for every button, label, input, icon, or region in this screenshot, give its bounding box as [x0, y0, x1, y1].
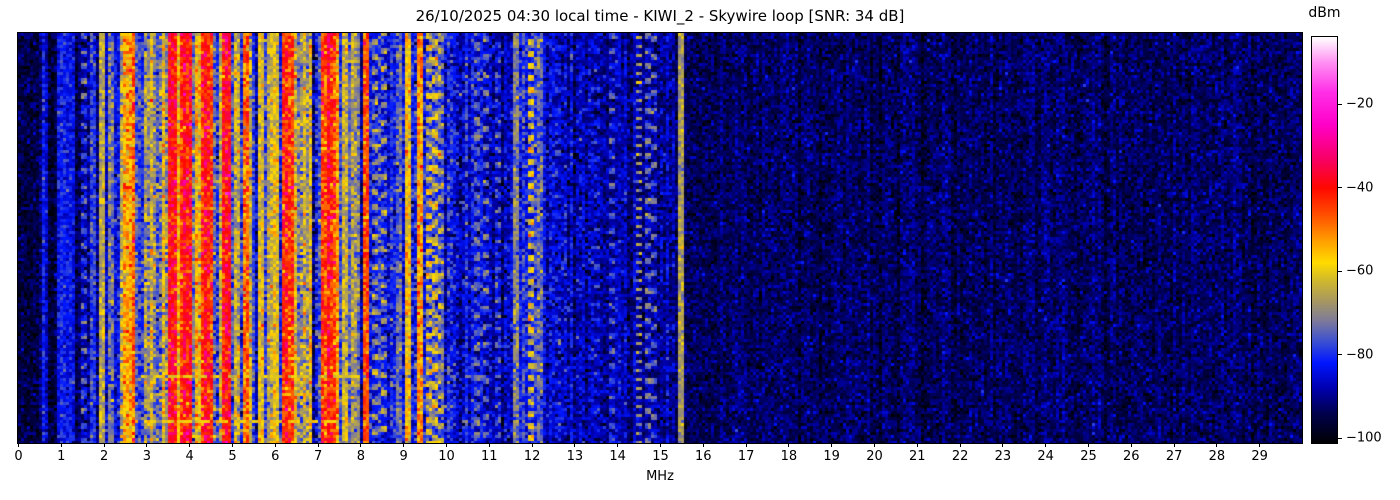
colorbar-tick-mark [1338, 354, 1342, 356]
colorbar-tick-label: −100 [1346, 430, 1382, 446]
colorbar-tick-mark [1338, 270, 1342, 272]
x-tick-label: 2 [99, 449, 109, 464]
x-tick-mark [1002, 443, 1004, 447]
x-tick-label: 4 [185, 449, 194, 464]
x-tick-mark [317, 443, 319, 447]
x-tick-label: 20 [866, 449, 883, 464]
spectrogram-plot-area [17, 32, 1303, 444]
colorbar-tick-label: −80 [1346, 347, 1374, 363]
spectrogram-canvas [18, 33, 1302, 443]
colorbar-tick-mark [1338, 437, 1342, 439]
x-tick-label: 11 [481, 449, 498, 464]
x-tick-mark [1173, 443, 1175, 447]
x-tick-label: 24 [1037, 449, 1054, 464]
x-tick-label: 27 [1165, 449, 1183, 464]
x-tick-mark [232, 443, 233, 447]
x-tick-label: 29 [1251, 449, 1268, 464]
x-tick-label: 14 [609, 449, 626, 464]
x-tick-mark [1259, 443, 1261, 447]
x-tick-mark [103, 443, 105, 447]
x-tick-label: 12 [523, 449, 541, 464]
colorbar-tick-label: −40 [1346, 180, 1374, 196]
colorbar-label: dBm [1308, 5, 1341, 21]
x-tick-mark [488, 443, 490, 447]
x-tick-mark [446, 443, 447, 447]
x-tick-mark [146, 443, 148, 447]
x-tick-mark [574, 443, 576, 447]
x-tick-label: 19 [823, 449, 840, 464]
x-tick-label: 15 [652, 449, 669, 464]
x-tick-label: 28 [1208, 449, 1226, 464]
x-tick-label: 3 [142, 449, 152, 464]
x-tick-label: 5 [228, 449, 237, 464]
x-tick-label: 6 [271, 449, 280, 464]
x-tick-mark [702, 443, 704, 447]
x-tick-mark [1088, 443, 1089, 447]
x-tick-label: 8 [356, 449, 366, 464]
x-tick-label: 16 [695, 449, 712, 464]
chart-title: 26/10/2025 04:30 local time - KIWI_2 - S… [415, 7, 905, 25]
colorbar-tick-label: −20 [1346, 96, 1374, 112]
x-tick-mark [1130, 443, 1132, 447]
x-tick-label: 13 [566, 449, 584, 464]
x-tick-label: 9 [399, 449, 408, 464]
x-tick-mark [274, 443, 276, 447]
x-tick-label: 1 [57, 449, 66, 464]
x-tick-mark [1045, 443, 1047, 447]
x-tick-label: 21 [909, 449, 926, 464]
x-tick-label: 25 [1080, 449, 1097, 464]
x-tick-label: 10 [438, 449, 455, 464]
x-tick-mark [788, 443, 790, 447]
x-axis-label: MHz [646, 469, 674, 484]
x-tick-mark [745, 443, 747, 447]
x-tick-label: 22 [951, 449, 969, 464]
x-tick-label: 7 [313, 449, 323, 464]
x-tick-mark [831, 443, 833, 447]
x-tick-mark [660, 443, 661, 447]
x-tick-mark [617, 443, 619, 447]
x-tick-mark [18, 443, 19, 447]
x-tick-mark [1216, 443, 1218, 447]
x-tick-mark [874, 443, 875, 447]
colorbar-tick-mark [1338, 187, 1342, 189]
colorbar [1311, 36, 1338, 444]
x-tick-mark [959, 443, 961, 447]
x-tick-label: 26 [1123, 449, 1140, 464]
colorbar-canvas [1312, 37, 1337, 443]
x-tick-mark [189, 443, 191, 447]
x-tick-mark [360, 443, 362, 447]
x-tick-label: 17 [737, 449, 755, 464]
x-tick-label: 0 [14, 449, 23, 464]
x-tick-mark [60, 443, 62, 447]
x-tick-mark [531, 443, 533, 447]
x-tick-label: 18 [780, 449, 798, 464]
colorbar-tick-mark [1338, 103, 1342, 105]
x-tick-label: 23 [994, 449, 1012, 464]
x-tick-mark [403, 443, 405, 447]
colorbar-tick-label: −60 [1346, 263, 1374, 279]
x-tick-mark [916, 443, 918, 447]
